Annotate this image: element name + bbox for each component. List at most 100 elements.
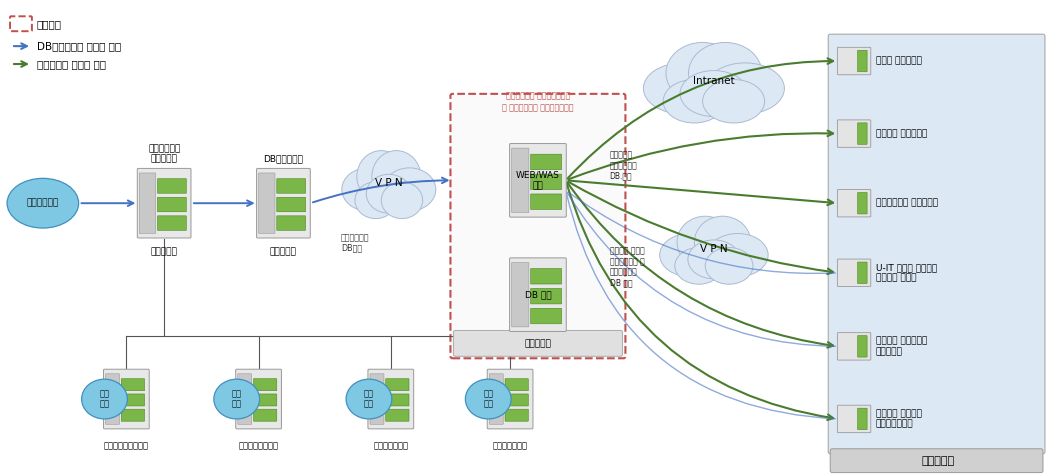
Text: 한국지질자원연구원: 한국지질자원연구원	[104, 442, 149, 451]
FancyBboxPatch shape	[837, 259, 871, 286]
FancyBboxPatch shape	[509, 258, 566, 332]
Ellipse shape	[680, 71, 747, 116]
Text: 국토교통부: 국토교통부	[270, 247, 297, 256]
Text: 연계시스템 데이터 이동: 연계시스템 데이터 이동	[37, 59, 105, 69]
FancyBboxPatch shape	[489, 374, 503, 424]
Text: 관정
정보: 관정 정보	[483, 390, 493, 409]
FancyBboxPatch shape	[453, 331, 623, 356]
FancyBboxPatch shape	[121, 409, 144, 421]
FancyBboxPatch shape	[254, 394, 277, 406]
Text: WEB/WAS
서버: WEB/WAS 서버	[516, 171, 560, 190]
FancyBboxPatch shape	[386, 394, 409, 406]
FancyBboxPatch shape	[450, 94, 625, 358]
Text: 한국광물자원공사: 한국광물자원공사	[238, 442, 278, 451]
Ellipse shape	[705, 63, 784, 114]
FancyBboxPatch shape	[157, 197, 187, 212]
Ellipse shape	[382, 182, 423, 218]
FancyBboxPatch shape	[837, 190, 871, 217]
Text: DB중계시스템: DB중계시스템	[264, 154, 304, 163]
FancyBboxPatch shape	[509, 143, 566, 217]
Text: 지진방재용
지하공간정보
DB.연계: 지진방재용 지하공간정보 DB.연계	[609, 151, 638, 180]
Ellipse shape	[703, 79, 764, 123]
FancyBboxPatch shape	[858, 336, 867, 357]
Ellipse shape	[688, 42, 762, 104]
FancyBboxPatch shape	[139, 173, 156, 233]
Text: V P N: V P N	[375, 178, 403, 188]
Text: 국토교통부: 국토교통부	[151, 247, 177, 256]
FancyBboxPatch shape	[858, 408, 867, 430]
Text: 관정
정보: 관정 정보	[364, 390, 374, 409]
Ellipse shape	[346, 379, 392, 419]
Text: 재해상황분석 판단시스템: 재해상황분석 판단시스템	[876, 199, 938, 208]
FancyBboxPatch shape	[254, 379, 277, 391]
Text: 급경사지 분괴위험도
판단시스템: 급경사지 분괴위험도 판단시스템	[876, 336, 928, 356]
FancyBboxPatch shape	[828, 34, 1045, 454]
Text: 연계시스템: 연계시스템	[921, 456, 954, 466]
Ellipse shape	[466, 379, 511, 419]
FancyBboxPatch shape	[277, 197, 306, 212]
Text: 과업범위: 과업범위	[37, 19, 62, 29]
Text: 한국수자원공사: 한국수자원공사	[492, 442, 528, 451]
Text: 국민안전처: 국민안전처	[525, 339, 551, 348]
FancyBboxPatch shape	[858, 262, 867, 284]
Text: U-IT 기반의 급경사지
동합관리 시스템: U-IT 기반의 급경사지 동합관리 시스템	[876, 263, 937, 283]
FancyBboxPatch shape	[386, 379, 409, 391]
Text: 액싱화 분석시스템: 액싱화 분석시스템	[876, 57, 922, 66]
FancyBboxPatch shape	[858, 192, 867, 214]
FancyBboxPatch shape	[511, 263, 529, 327]
Text: 국토지반정보
포털시스템: 국토지반정보 포털시스템	[148, 144, 180, 163]
FancyBboxPatch shape	[530, 268, 562, 284]
FancyBboxPatch shape	[530, 194, 562, 209]
FancyBboxPatch shape	[487, 369, 533, 429]
FancyBboxPatch shape	[530, 174, 562, 190]
Ellipse shape	[355, 182, 396, 218]
FancyBboxPatch shape	[831, 449, 1043, 473]
FancyBboxPatch shape	[121, 379, 144, 391]
Text: 복가지진담체 통합정보시스템
및 급경사지정보 통합관리시스템: 복가지진담체 통합정보시스템 및 급경사지정보 통합관리시스템	[502, 92, 573, 112]
Text: DB중계시스템 데이터 이동: DB중계시스템 데이터 이동	[37, 41, 121, 51]
Text: Intranet: Intranet	[694, 76, 735, 86]
Ellipse shape	[660, 234, 720, 276]
Ellipse shape	[705, 247, 753, 284]
FancyBboxPatch shape	[368, 369, 413, 429]
FancyBboxPatch shape	[505, 409, 528, 421]
FancyBboxPatch shape	[137, 169, 191, 238]
Ellipse shape	[675, 247, 723, 284]
FancyBboxPatch shape	[277, 179, 306, 193]
Text: 지질
정보: 지질 정보	[99, 390, 110, 409]
Ellipse shape	[357, 151, 406, 202]
FancyBboxPatch shape	[837, 332, 871, 360]
Ellipse shape	[7, 178, 79, 228]
Text: 지하공간정보
DB연계: 지하공간정보 DB연계	[341, 233, 370, 252]
Ellipse shape	[707, 234, 768, 276]
FancyBboxPatch shape	[157, 216, 187, 230]
Ellipse shape	[384, 168, 435, 211]
Ellipse shape	[663, 79, 725, 123]
FancyBboxPatch shape	[837, 120, 871, 147]
FancyBboxPatch shape	[858, 50, 867, 72]
FancyBboxPatch shape	[103, 369, 150, 429]
FancyBboxPatch shape	[505, 379, 528, 391]
FancyBboxPatch shape	[530, 154, 562, 170]
FancyBboxPatch shape	[254, 409, 277, 421]
Text: 지진대해 대응시스템: 지진대해 대응시스템	[876, 129, 928, 138]
FancyBboxPatch shape	[258, 173, 275, 233]
Text: V P N: V P N	[700, 244, 727, 254]
Text: 급경사지 방재용
지하공간정보 및
급경사지정보
DB 연계: 급경사지 방재용 지하공간정보 및 급경사지정보 DB 연계	[609, 247, 644, 287]
FancyBboxPatch shape	[530, 288, 562, 304]
FancyBboxPatch shape	[837, 48, 871, 75]
Ellipse shape	[688, 240, 740, 279]
FancyBboxPatch shape	[236, 369, 281, 429]
FancyBboxPatch shape	[530, 308, 562, 324]
FancyBboxPatch shape	[370, 374, 384, 424]
FancyBboxPatch shape	[121, 394, 144, 406]
FancyBboxPatch shape	[837, 405, 871, 433]
Text: DB 서버: DB 서버	[525, 290, 551, 299]
Text: 한국농어촌공사: 한국농어촌공사	[373, 442, 408, 451]
FancyBboxPatch shape	[511, 148, 529, 212]
Ellipse shape	[341, 168, 394, 211]
Ellipse shape	[366, 174, 411, 213]
Ellipse shape	[214, 379, 259, 419]
Text: 급경사지 주민대피
계측관리시스템: 급경사지 주민대피 계측관리시스템	[876, 409, 922, 429]
FancyBboxPatch shape	[386, 409, 409, 421]
